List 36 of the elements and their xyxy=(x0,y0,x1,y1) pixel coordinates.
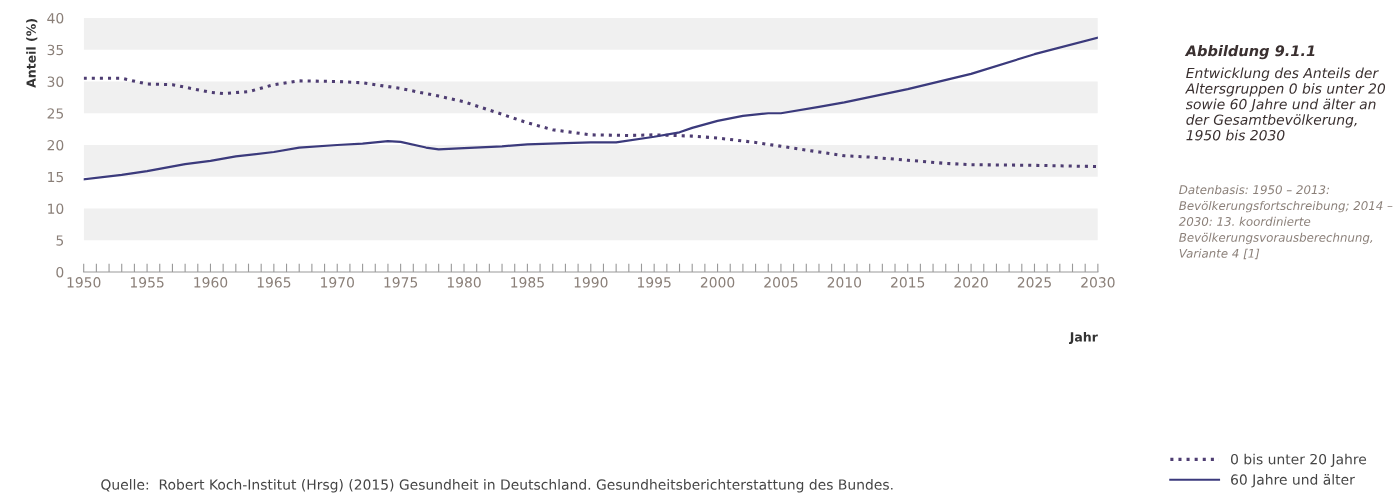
x-tick-label: 1955 xyxy=(130,277,164,288)
x-tick-label: 1990 xyxy=(574,277,608,288)
line-series xyxy=(83,36,1098,181)
x-tick-label: 2015 xyxy=(891,277,925,288)
legend-label: 0 bis unter 20 Jahre xyxy=(1230,453,1367,468)
x-tick-label: 1975 xyxy=(384,277,418,288)
y-tick-label: 30 xyxy=(47,76,64,87)
y-tick-label: 35 xyxy=(47,44,64,56)
source-note: Quelle: Robert Koch-Institut (Hrsg) (2015) Gesundheit in Deutschland. Gesundheitsberichterstattung des Bundes. xyxy=(101,479,893,493)
x-tick-label: 1985 xyxy=(511,277,544,288)
x-tick-label: 2025 xyxy=(1017,277,1051,288)
x-tick-label: 2010 xyxy=(827,277,862,288)
text: Datenbasis: 1950 – 2013: Bevölkerungsfortschreibung; 2014 – 2030: 13. koordinierte Bevölkerungsvorausberechnung, Variante 4 [1] xyxy=(1178,185,1393,260)
x-tick-label: 1960 xyxy=(194,277,228,288)
y-tick-label: 0 xyxy=(56,266,64,278)
y-tick-label: 5 xyxy=(56,235,64,246)
y-tick-label: 20 xyxy=(47,139,64,151)
y-tick-label: 25 xyxy=(47,108,64,119)
x-tick-label: 1970 xyxy=(321,277,354,288)
x-tick-label: 2005 xyxy=(764,277,798,288)
x-tick-label: 1995 xyxy=(638,277,671,288)
x-tick-label: 1965 xyxy=(257,277,291,288)
line-series xyxy=(83,76,1098,169)
legend-label: 60 Jahre und älter xyxy=(1231,474,1355,488)
x-tick-label: 2000 xyxy=(700,277,735,288)
x-tick-label: 2020 xyxy=(954,277,988,288)
x-axis-title: Jahr xyxy=(1069,331,1098,344)
y-tick-label: 10 xyxy=(48,203,64,214)
y-tick-label: 15 xyxy=(48,171,64,183)
x-tick-label: 2030 xyxy=(1081,277,1115,288)
text: Entwicklung des Anteils der Altersgruppen 0 bis unter 20 sowie 60 Jahre und älter an der Gesamtbevölkerung, 1950 bis 2030 xyxy=(1185,67,1386,141)
x-tick-label: 1980 xyxy=(447,277,481,288)
text: Abbildung 9.1.1 xyxy=(1184,45,1315,60)
x-tick-label: 1950 xyxy=(67,277,101,288)
y-axis-title: Anteil (%) xyxy=(26,19,38,88)
y-tick-label: 40 xyxy=(47,12,64,24)
